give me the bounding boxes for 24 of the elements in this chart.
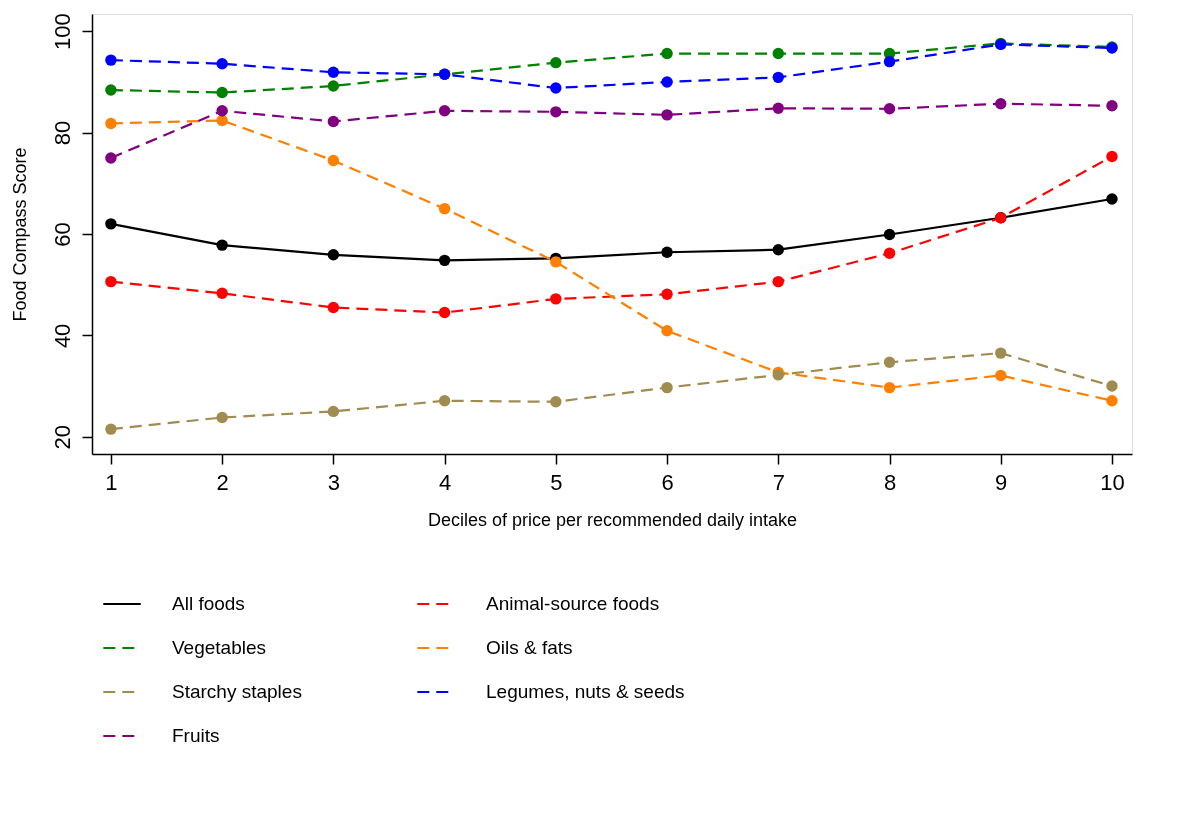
legend-label: Legumes, nuts & seeds xyxy=(486,681,685,702)
x-tick-label: 3 xyxy=(327,469,340,495)
legend-label: Vegetables xyxy=(172,637,267,658)
legend-label: Oils & fats xyxy=(486,637,573,658)
x-tick-label: 6 xyxy=(661,469,674,495)
x-tick-label: 5 xyxy=(550,469,563,495)
x-tick-label: 7 xyxy=(772,469,785,495)
x-tick-label: 8 xyxy=(883,469,897,495)
y-axis-title: Food Compass Score xyxy=(9,147,30,322)
x-tick-label: 2 xyxy=(216,469,229,495)
y-tick-label: 80 xyxy=(49,120,75,146)
legend-label: All foods xyxy=(172,593,245,614)
x-tick-label: 10 xyxy=(1100,469,1125,495)
y-tick-label: 40 xyxy=(49,323,75,349)
x-tick-label: 9 xyxy=(995,469,1008,495)
x-axis-title: Deciles of price per recommended daily intake xyxy=(427,509,798,530)
y-tick-label: 100 xyxy=(49,13,75,51)
x-tick-label: 1 xyxy=(105,469,118,495)
legend-label: Animal-source foods xyxy=(486,593,660,614)
x-tick-label: 4 xyxy=(438,469,452,495)
legend-label: Fruits xyxy=(172,725,220,746)
y-tick-label: 20 xyxy=(49,425,75,450)
y-tick-label: 60 xyxy=(49,222,75,247)
legend-label: Starchy staples xyxy=(172,681,302,702)
